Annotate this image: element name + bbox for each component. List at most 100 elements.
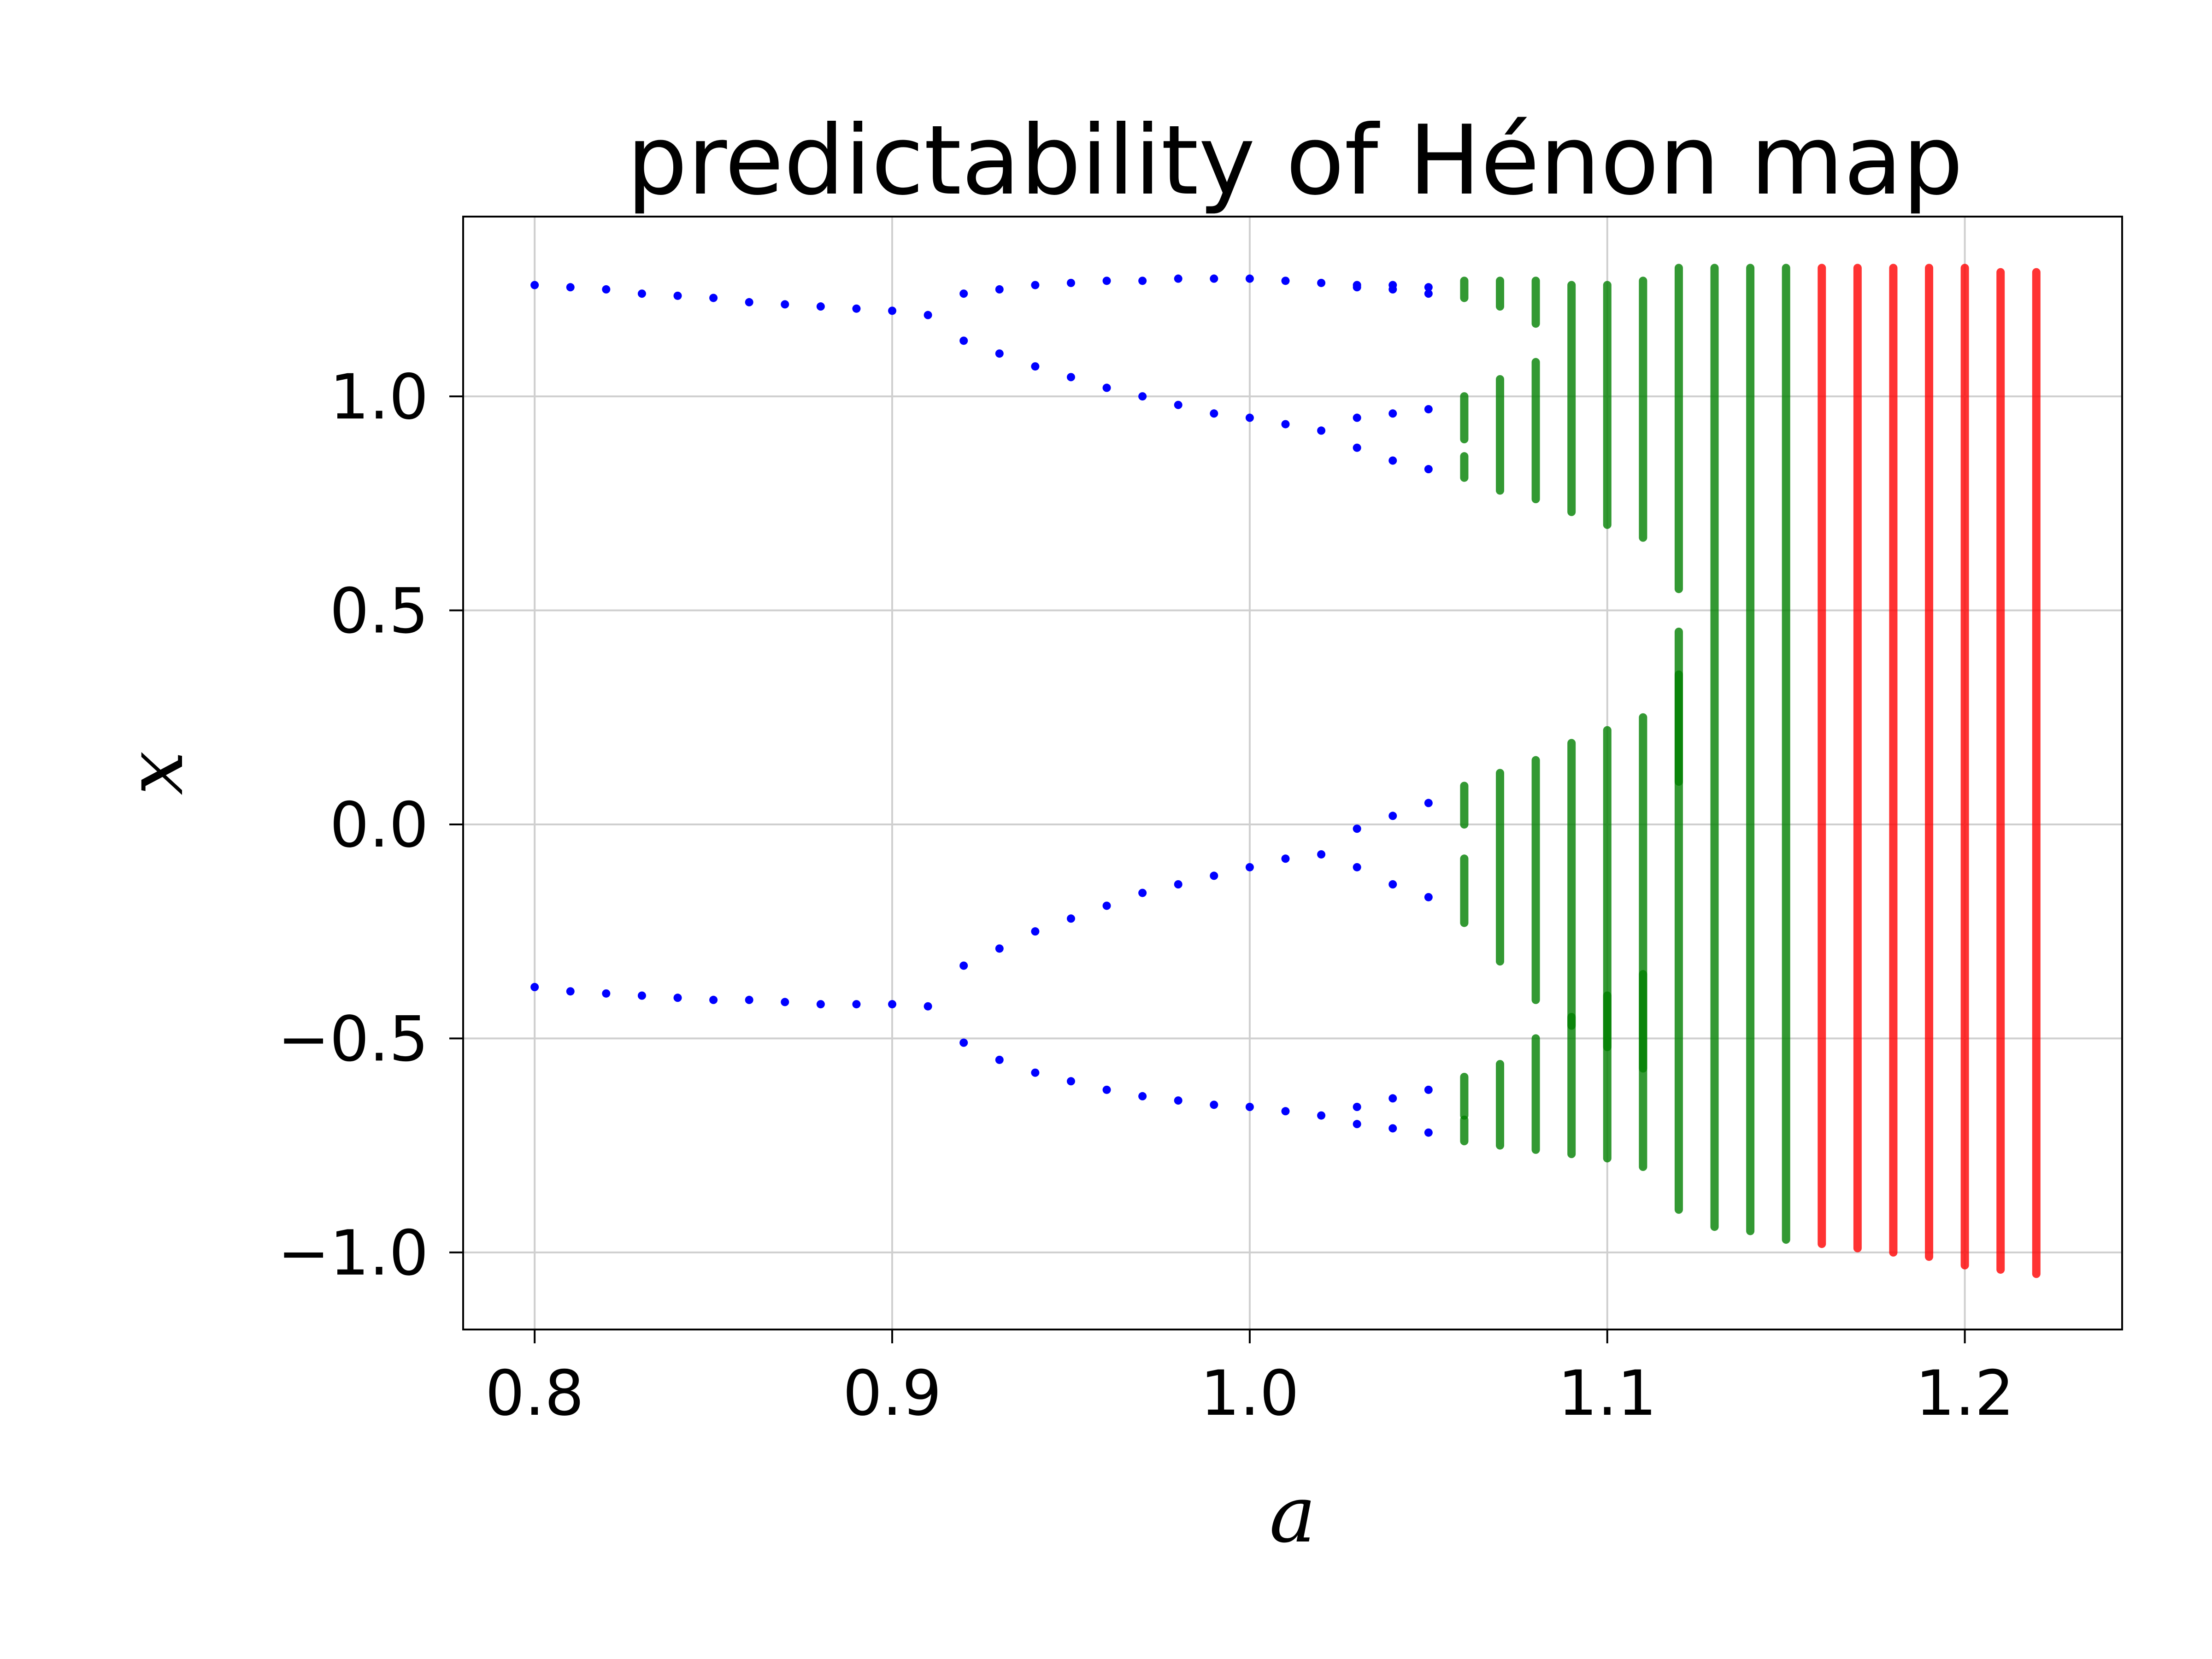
data-point xyxy=(1102,901,1111,910)
data-point xyxy=(637,991,646,1000)
data-point xyxy=(1424,893,1433,901)
data-point xyxy=(1138,888,1147,897)
chart-title: predictability of Hénon map xyxy=(627,105,1963,217)
y-tick-label: −0.5 xyxy=(277,1003,429,1075)
data-point xyxy=(566,987,575,996)
data-point xyxy=(745,298,753,306)
data-point xyxy=(816,302,825,311)
data-point xyxy=(1424,283,1433,292)
data-point xyxy=(1388,285,1397,294)
data-point xyxy=(1281,854,1290,863)
data-point xyxy=(924,311,932,319)
y-tick-label: −1.0 xyxy=(277,1217,429,1289)
data-point xyxy=(959,336,968,345)
x-tick-label: 1.2 xyxy=(1915,1357,2014,1430)
data-point xyxy=(530,982,539,991)
data-point xyxy=(709,294,718,302)
grid xyxy=(463,217,2122,1330)
data-point xyxy=(745,995,753,1004)
data-point xyxy=(1388,409,1397,418)
x-tick-label: 0.9 xyxy=(843,1357,942,1430)
data-point xyxy=(1353,413,1361,422)
data-point xyxy=(959,1038,968,1047)
data-point xyxy=(1066,914,1075,923)
x-tick-label: 1.1 xyxy=(1558,1357,1657,1430)
data-point xyxy=(673,291,682,300)
data-point xyxy=(1138,276,1147,285)
data-point xyxy=(1317,1111,1326,1120)
data-point xyxy=(673,994,682,1002)
data-point xyxy=(637,289,646,298)
data-point xyxy=(1066,1077,1075,1086)
data-point xyxy=(888,306,897,315)
data-point xyxy=(924,1002,932,1011)
data-point xyxy=(781,300,789,309)
y-tick-label: 0.5 xyxy=(329,575,429,647)
data-point xyxy=(1210,274,1218,283)
data-point xyxy=(1066,278,1075,287)
data-point xyxy=(566,283,575,292)
x-axis-label: a xyxy=(1269,1469,1316,1560)
data-point xyxy=(1138,392,1147,401)
data-point xyxy=(1102,276,1111,285)
data-point xyxy=(1317,426,1326,435)
data-point xyxy=(1424,799,1433,807)
data-point xyxy=(602,989,611,998)
data-point xyxy=(1102,383,1111,392)
x-tick-label: 0.8 xyxy=(485,1357,584,1430)
y-tick-label: 0.0 xyxy=(329,789,429,861)
data-point xyxy=(1066,373,1075,382)
x-tick-label: 1.0 xyxy=(1200,1357,1300,1430)
data-point xyxy=(1388,1124,1397,1133)
data-point xyxy=(1317,850,1326,859)
data-point xyxy=(1424,289,1433,298)
data-point xyxy=(1174,880,1182,888)
data-point xyxy=(1281,420,1290,429)
data-point xyxy=(602,285,611,294)
data-point xyxy=(995,1055,1004,1064)
data-point xyxy=(530,281,539,289)
data-point xyxy=(1353,1103,1361,1111)
data-point xyxy=(1424,1128,1433,1137)
data-point xyxy=(959,961,968,970)
data-point xyxy=(816,1000,825,1009)
axis-ticks: 0.8 0.9 1.0 1.1 1.2 −1.0 −0.5 0.0 0.5 1.0 xyxy=(277,361,2014,1430)
y-axis-label: x xyxy=(110,751,201,795)
data-point xyxy=(1031,281,1040,289)
data-point xyxy=(995,349,1004,358)
data-point xyxy=(1281,276,1290,285)
data-point xyxy=(852,1000,861,1009)
data-point xyxy=(852,304,861,313)
data-point xyxy=(1174,400,1182,409)
data-point xyxy=(1424,465,1433,474)
data-point xyxy=(1388,1094,1397,1103)
data-point xyxy=(1210,409,1218,418)
data-point xyxy=(995,944,1004,953)
data-point xyxy=(781,998,789,1006)
data-point xyxy=(1388,880,1397,888)
data-point xyxy=(1174,1096,1182,1105)
data-point xyxy=(1245,413,1254,422)
data-point xyxy=(1281,1107,1290,1116)
axes-frame xyxy=(462,216,2123,1330)
data-point xyxy=(1031,927,1040,936)
data-point xyxy=(1317,278,1326,287)
data-point xyxy=(1353,283,1361,292)
data-point xyxy=(709,995,718,1004)
data-point xyxy=(1388,456,1397,465)
data-point xyxy=(1424,405,1433,413)
data-point xyxy=(1210,871,1218,880)
data-point xyxy=(1245,274,1254,283)
data-point xyxy=(1245,863,1254,871)
data-point xyxy=(1245,1103,1254,1111)
data-point xyxy=(995,285,1004,294)
data-point xyxy=(1353,443,1361,452)
data-point xyxy=(1031,1068,1040,1077)
data-point xyxy=(1102,1085,1111,1094)
data-point xyxy=(959,289,968,298)
data-point xyxy=(1174,274,1182,283)
data-point xyxy=(1210,1100,1218,1109)
data-point xyxy=(888,1000,897,1009)
data-point xyxy=(1031,362,1040,371)
